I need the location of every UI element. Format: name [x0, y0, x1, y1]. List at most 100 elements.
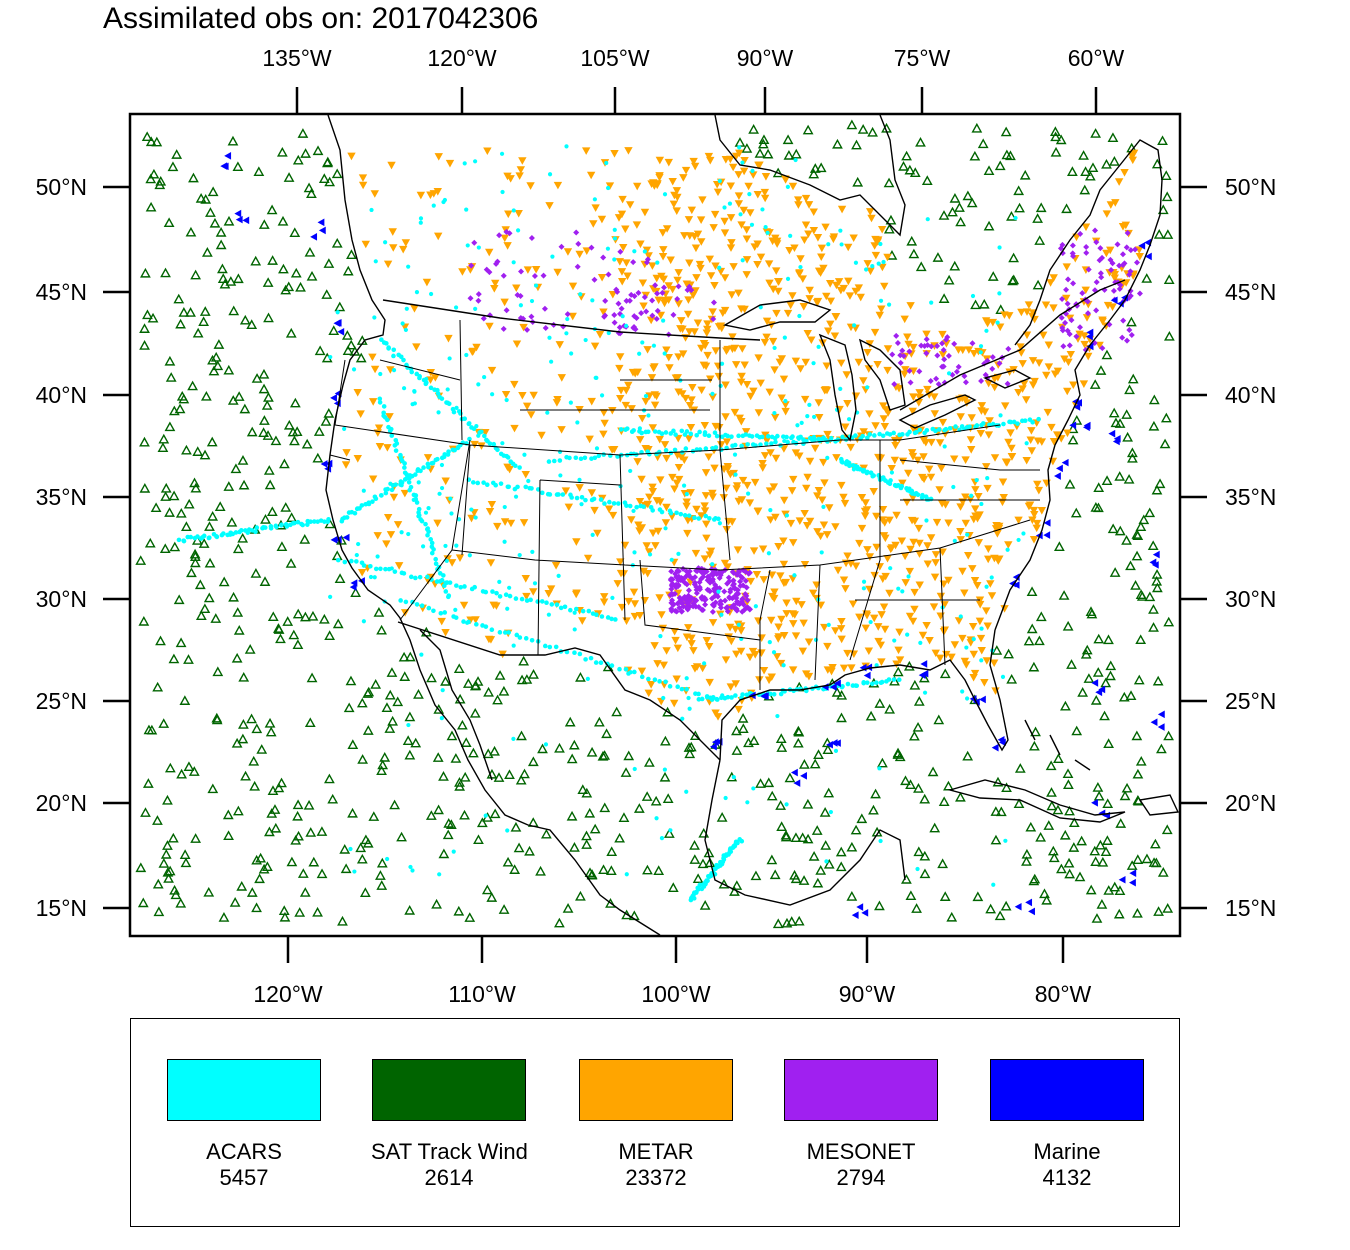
- sat-track-wind-marker: [898, 160, 909, 171]
- acars-marker: [772, 345, 777, 351]
- metar-marker: [600, 593, 609, 601]
- metar-marker: [776, 659, 786, 668]
- mesonet-marker: [1099, 345, 1106, 352]
- acars-marker: [710, 562, 715, 567]
- acars-marker: [729, 695, 734, 700]
- sat-track-wind-marker: [605, 898, 616, 908]
- sat-track-wind-marker: [200, 390, 212, 401]
- sat-track-wind-marker: [913, 696, 925, 706]
- sat-track-wind-marker: [1006, 673, 1018, 684]
- sat-track-wind-marker: [992, 776, 1004, 787]
- acars-marker: [853, 260, 859, 265]
- sat-track-wind-marker: [258, 383, 270, 394]
- sat-track-wind-marker: [188, 766, 200, 776]
- acars-marker: [495, 447, 500, 453]
- sat-track-wind-marker: [370, 679, 382, 689]
- acars-marker: [552, 458, 557, 464]
- metar-marker: [373, 532, 382, 540]
- metar-marker: [630, 612, 640, 621]
- metar-marker: [774, 623, 783, 632]
- acars-marker: [710, 695, 716, 700]
- metar-marker: [648, 483, 657, 492]
- acars-marker: [473, 159, 478, 164]
- acars-marker: [420, 544, 426, 549]
- mesonet-marker: [494, 258, 501, 265]
- metar-marker: [961, 519, 971, 528]
- acars-marker: [483, 624, 489, 629]
- acars-marker: [412, 401, 417, 406]
- metar-marker: [731, 361, 741, 369]
- metar-marker: [736, 627, 746, 635]
- legend-count: 2794: [836, 1165, 886, 1190]
- marine-marker: [1012, 581, 1020, 589]
- sat-track-wind-marker: [294, 907, 306, 917]
- acars-marker: [703, 446, 709, 451]
- sat-track-wind-marker: [650, 795, 662, 806]
- sat-track-wind-marker: [798, 875, 810, 885]
- metar-marker: [703, 320, 712, 328]
- metar-marker: [1017, 308, 1026, 317]
- sat-track-wind-marker: [453, 905, 465, 916]
- metar-marker: [684, 296, 693, 304]
- metar-marker: [687, 396, 696, 404]
- mesonet-marker: [631, 313, 638, 320]
- acars-marker: [494, 590, 499, 596]
- sat-track-wind-marker: [1078, 150, 1089, 160]
- metar-marker: [968, 622, 978, 631]
- acars-marker: [669, 557, 674, 562]
- sat-track-wind-marker: [1083, 673, 1095, 683]
- sat-track-wind-marker: [148, 168, 160, 179]
- sat-track-wind-marker: [278, 263, 289, 274]
- sat-track-wind-marker: [240, 770, 251, 781]
- metar-marker: [722, 438, 732, 446]
- acars-marker: [440, 688, 445, 693]
- mesonet-marker: [735, 569, 742, 576]
- sat-track-wind-marker: [223, 215, 235, 226]
- metar-marker: [521, 470, 530, 479]
- metar-marker: [646, 681, 656, 689]
- acars-marker: [279, 522, 284, 528]
- sat-track-wind-marker: [362, 837, 374, 848]
- metar-marker: [1018, 385, 1027, 393]
- sat-track-wind-marker: [929, 822, 941, 833]
- metar-marker: [586, 171, 596, 180]
- acars-marker: [414, 500, 420, 505]
- mesonet-marker: [674, 295, 681, 302]
- sat-track-wind-marker: [286, 512, 298, 522]
- acars-marker: [426, 605, 432, 611]
- sat-track-wind-marker: [212, 360, 224, 371]
- sat-track-wind-marker: [811, 825, 823, 835]
- acars-marker: [851, 467, 857, 472]
- metar-marker: [545, 202, 554, 210]
- sat-track-wind-marker: [483, 686, 494, 697]
- acars-marker: [388, 481, 393, 486]
- sat-track-wind-marker: [283, 172, 295, 182]
- sat-track-wind-marker: [1067, 423, 1079, 434]
- metar-marker: [922, 330, 931, 339]
- metar-marker: [599, 598, 609, 607]
- marine-marker: [320, 460, 328, 468]
- acars-marker: [573, 606, 579, 612]
- acars-marker: [678, 511, 684, 517]
- sat-track-wind-marker: [564, 716, 576, 727]
- marine-marker: [1110, 296, 1118, 305]
- sat-track-wind-marker: [189, 551, 201, 561]
- mesonet-marker: [602, 312, 609, 319]
- metar-marker: [874, 623, 883, 631]
- metar-marker: [983, 622, 992, 631]
- metar-marker: [954, 346, 963, 354]
- metar-marker: [761, 431, 770, 440]
- sat-track-wind-marker: [1060, 700, 1071, 711]
- top-axis-label: 60°W: [1068, 45, 1125, 71]
- acars-marker: [439, 462, 445, 468]
- acars-marker: [878, 838, 883, 844]
- left-axis-label: 45°N: [36, 279, 87, 305]
- metar-marker: [504, 210, 513, 219]
- acars-marker: [624, 503, 629, 508]
- acars-marker: [702, 661, 707, 666]
- metar-marker: [964, 552, 973, 560]
- acars-marker: [925, 217, 930, 222]
- metar-marker: [699, 339, 709, 348]
- metar-marker: [500, 234, 509, 243]
- metar-marker: [801, 358, 810, 367]
